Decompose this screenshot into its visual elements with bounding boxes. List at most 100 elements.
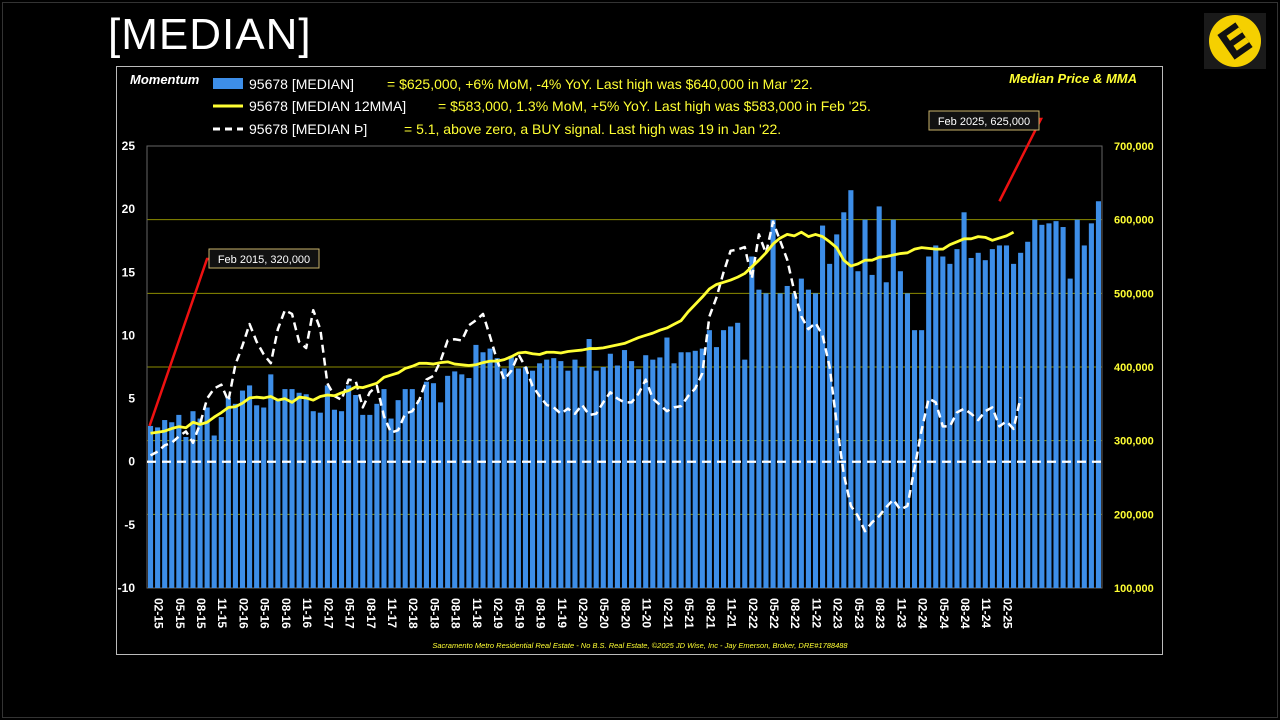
right-tick-label: 200,000 [1114, 509, 1154, 521]
median-bar [890, 219, 896, 588]
right-tick-label: 500,000 [1114, 288, 1154, 300]
median-bar [480, 352, 486, 588]
median-bar [827, 263, 833, 588]
median-bar [933, 245, 939, 588]
mma-line [150, 230, 1015, 435]
brand-logo [1204, 13, 1266, 69]
left-tick-label: 20 [122, 202, 136, 216]
median-bar [381, 389, 387, 588]
median-bar [430, 383, 437, 588]
left-tick-label: 5 [128, 392, 135, 406]
legend-desc-momentum: = 5.1, above zero, a BUY signal. Last hi… [404, 121, 781, 137]
median-bar [1046, 223, 1052, 588]
axis-layer: 25 20 15 10 5 0 -5 -10 700,000 600,000 500,000 400,… [118, 139, 1154, 629]
median-bar [275, 400, 281, 588]
median-bar [947, 263, 953, 588]
median-bar [515, 368, 521, 588]
left-axis-label: Momentum [130, 72, 200, 87]
median-bar [834, 234, 840, 588]
median-bar [445, 375, 451, 588]
median-bar [466, 378, 472, 588]
legend: 95678 [MEDIAN] = $625,000, +6% MoM, -4% … [213, 76, 871, 137]
callout-box-end [928, 110, 1040, 131]
legend-name-mma: 95678 [MEDIAN 12MMA] [249, 98, 406, 114]
median-bar [614, 365, 620, 588]
median-bar [1003, 245, 1010, 588]
median-bar [621, 350, 628, 588]
median-bar [1011, 263, 1017, 588]
median-bar [353, 394, 359, 588]
x-tick-label: 08-16 [279, 598, 293, 629]
median-bar [416, 400, 422, 588]
median-bar [982, 260, 988, 588]
x-tick-label: 05-19 [512, 598, 526, 629]
median-bar [629, 361, 635, 588]
median-bar [671, 363, 677, 588]
median-bar [1074, 219, 1080, 588]
median-bar [763, 293, 769, 588]
x-tick-label: 11-18 [470, 598, 484, 628]
left-tick-label: -5 [124, 518, 135, 532]
median-bar [954, 249, 960, 588]
x-tick-label: 02-19 [491, 598, 505, 629]
median-bar [749, 256, 755, 588]
x-tick-label: 11-17 [385, 598, 399, 628]
median-bar [409, 389, 415, 588]
median-bar [848, 190, 854, 588]
x-tick-label: 02-18 [406, 598, 420, 629]
median-bar [1095, 201, 1102, 588]
x-tick-label: 08-15 [194, 598, 208, 629]
x-tick-label: 08-21 [703, 598, 717, 629]
x-tick-label: 05-17 [343, 598, 357, 629]
median-bar [239, 390, 246, 588]
x-tick-label: 08-19 [534, 598, 548, 629]
median-bar [1081, 245, 1087, 588]
median-bar [862, 219, 868, 588]
legend-swatch-median [213, 78, 243, 89]
median-bar [1039, 224, 1045, 588]
median-bar [678, 352, 684, 588]
x-tick-label: 05-18 [427, 598, 441, 629]
x-tick-label: 02-20 [576, 598, 590, 629]
median-bar [996, 245, 1002, 588]
median-bar [261, 407, 267, 588]
x-tick-label: 05-21 [682, 598, 696, 629]
median-bar [197, 418, 203, 588]
left-tick-label: 25 [122, 139, 136, 153]
median-bar [473, 344, 479, 588]
median-bar [494, 358, 500, 588]
left-tick-label: 15 [122, 265, 136, 279]
line-layer [149, 220, 1022, 533]
median-bar [720, 330, 727, 588]
median-bar [324, 385, 330, 588]
legend-name-median: 95678 [MEDIAN] [249, 76, 354, 92]
median-bar [1018, 252, 1024, 589]
median-bar [607, 353, 613, 588]
median-bar [1067, 278, 1073, 588]
median-bar [650, 359, 656, 588]
median-bar [904, 293, 911, 588]
callout-layer: Feb 2015, 320,000 Feb 2025, 625,000 [148, 110, 1044, 427]
median-bar [1060, 227, 1066, 589]
median-bar [303, 394, 309, 588]
x-tick-label: 05-22 [767, 598, 781, 629]
median-bar [728, 326, 734, 588]
x-tick-label: 05-20 [597, 598, 611, 629]
legend-name-momentum: 95678 [MEDIAN Þ] [249, 121, 367, 137]
median-bar [657, 357, 663, 588]
bar-layer [147, 190, 1102, 589]
x-tick-label: 11-22 [809, 598, 823, 628]
median-bar [155, 427, 161, 588]
left-tick-label: 10 [122, 328, 136, 342]
legend-desc-mma: = $583,000, 1.3% MoM, +5% YoY. Last high… [438, 98, 871, 114]
median-bar [204, 407, 210, 588]
x-tick-label: 05-24 [937, 598, 951, 629]
median-bar [883, 282, 889, 588]
median-bar [367, 414, 373, 588]
median-bar [565, 370, 571, 588]
median-bar [317, 412, 323, 588]
median-bar [756, 289, 762, 588]
median-bar [926, 256, 932, 588]
